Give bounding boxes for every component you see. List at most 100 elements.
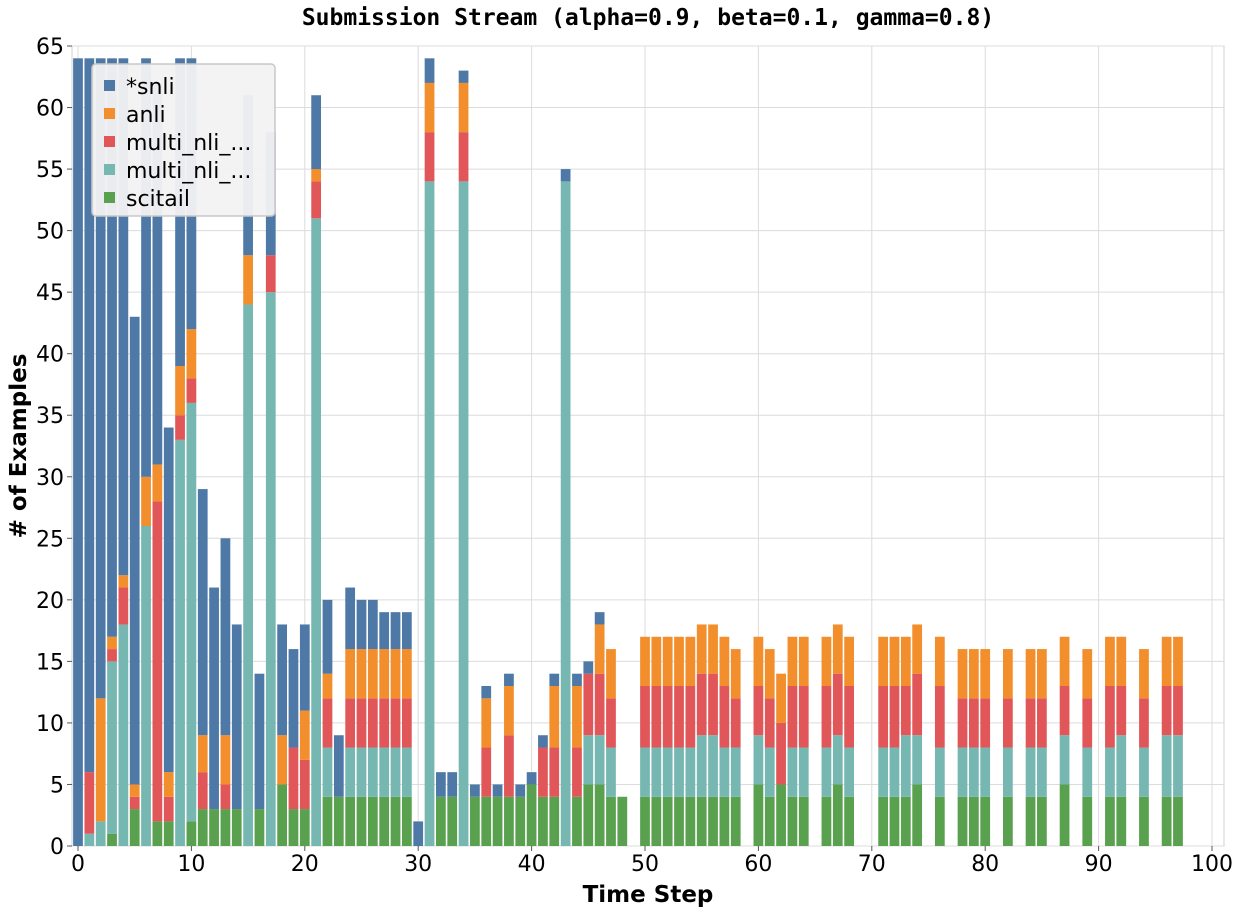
bar-segment — [934, 796, 945, 846]
bar-segment — [345, 649, 356, 699]
bar-segment — [379, 612, 390, 650]
bar-segment — [367, 796, 378, 846]
bar-segment — [197, 772, 208, 810]
bar-segment — [651, 796, 662, 846]
bar-segment — [1003, 649, 1013, 699]
bar-segment — [685, 747, 696, 797]
bar-segment — [708, 624, 718, 674]
bar-segment — [980, 649, 991, 699]
bar-segment — [1161, 735, 1172, 797]
bar-segment — [696, 673, 707, 736]
bar-segment — [1161, 686, 1172, 736]
bar-segment — [322, 673, 333, 699]
bar-segment — [401, 747, 412, 797]
bar-segment — [220, 784, 231, 810]
bar-segment — [1139, 747, 1149, 797]
bar-segment — [197, 735, 208, 773]
bar-segment — [265, 255, 276, 293]
bar-segment — [968, 698, 979, 748]
x-tick-label: 100 — [1191, 852, 1233, 877]
bar-segment — [118, 58, 129, 576]
bar-segment — [299, 624, 310, 711]
bar-segment — [220, 809, 231, 846]
bar-segment — [84, 772, 95, 834]
bar-segment — [708, 796, 718, 846]
bar-segment — [1003, 796, 1013, 846]
bar-segment — [401, 649, 412, 699]
y-tick-label: 25 — [36, 527, 64, 552]
legend-label: multi_nli_... — [126, 131, 251, 156]
bar-segment — [776, 784, 786, 846]
bar-segment — [776, 673, 786, 723]
bar-segment — [288, 649, 299, 748]
bar-segment — [651, 747, 662, 797]
legend-swatch — [104, 192, 115, 203]
bar-segment — [730, 698, 741, 748]
bar-segment — [889, 796, 900, 846]
bar-segment — [95, 698, 106, 822]
bar-segment — [175, 366, 185, 416]
bar-segment — [606, 796, 616, 846]
bar-segment — [152, 501, 163, 822]
bar-segment — [401, 698, 412, 748]
bar-segment — [878, 686, 889, 748]
bar-segment — [549, 673, 560, 686]
bar-segment — [458, 132, 469, 182]
bar-segment — [764, 698, 775, 748]
bar-segment — [730, 649, 741, 699]
bar-segment — [401, 796, 412, 846]
bar-segment — [118, 624, 129, 846]
bar-segment — [163, 772, 174, 797]
legend-label: *snli — [126, 75, 175, 100]
bar-segment — [163, 796, 174, 822]
bar-segment — [1105, 747, 1115, 797]
bar-segment — [900, 636, 911, 686]
bar-segment — [299, 710, 310, 760]
x-tick-label: 90 — [1085, 852, 1113, 877]
bar-segment — [118, 587, 129, 625]
bar-segment — [254, 809, 265, 846]
legend-box — [91, 63, 276, 217]
bar-segment — [322, 599, 333, 674]
bar-segment — [832, 673, 843, 736]
bar-segment — [107, 58, 117, 637]
bar-segment — [538, 796, 548, 846]
bar-segment — [1025, 796, 1036, 846]
bar-segment — [311, 181, 322, 219]
bar-segment — [662, 747, 673, 797]
bar-segment — [798, 796, 809, 846]
bar-segment — [549, 747, 560, 797]
bar-segment — [1173, 796, 1183, 846]
bar-segment — [1139, 698, 1149, 748]
bar-segment — [912, 735, 923, 785]
bar-segment — [957, 649, 968, 699]
bar-segment — [356, 796, 367, 846]
x-tick-label: 50 — [631, 852, 659, 877]
bar-segment — [118, 575, 129, 588]
bar-segment — [1173, 735, 1183, 797]
bar-segment — [640, 636, 650, 686]
bar-segment — [1161, 636, 1172, 686]
y-tick-label: 65 — [36, 35, 64, 60]
bar-segment — [163, 821, 174, 846]
bar-segment — [980, 747, 991, 797]
bar-segment — [322, 796, 333, 846]
bar-segment — [197, 489, 208, 736]
bar-segment — [889, 686, 900, 748]
bar-segment — [322, 698, 333, 748]
bar-segment — [878, 636, 889, 686]
bar-segment — [1025, 747, 1036, 797]
bar-segment — [390, 747, 401, 797]
bar-segment — [844, 796, 854, 846]
bar-segment — [889, 747, 900, 797]
bar-segment — [753, 686, 764, 736]
bar-segment — [1003, 747, 1013, 797]
bar-segment — [538, 735, 548, 748]
bar-segment — [311, 169, 322, 182]
x-tick-label: 40 — [518, 852, 546, 877]
bar-segment — [821, 747, 832, 797]
bar-segment — [288, 747, 299, 810]
bar-segment — [379, 796, 390, 846]
bar-segment — [345, 587, 356, 650]
bar-segment — [356, 747, 367, 797]
